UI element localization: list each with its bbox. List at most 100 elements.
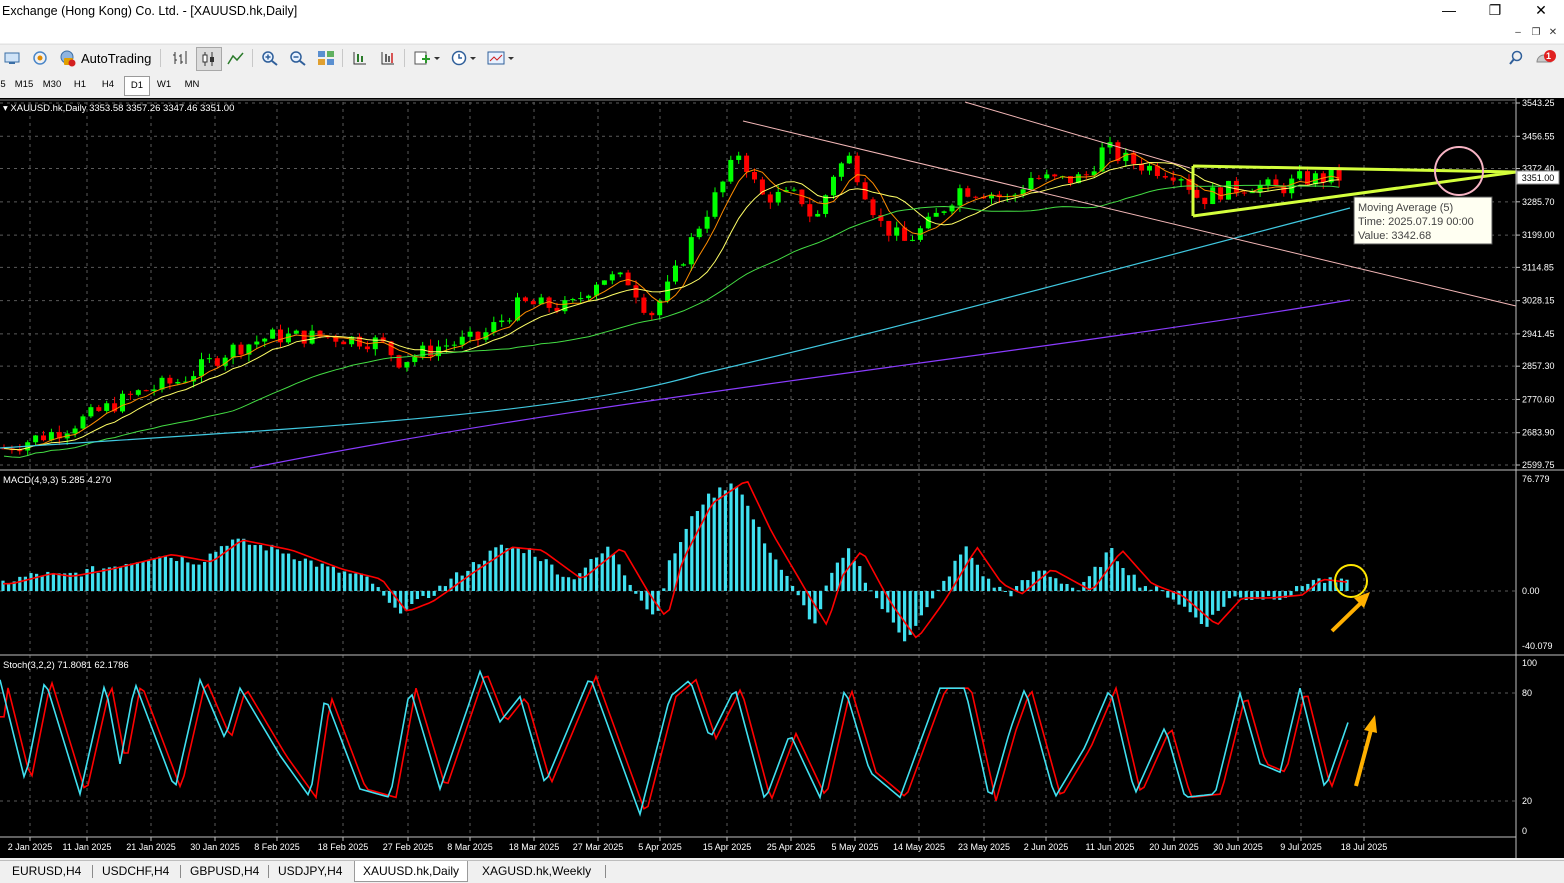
bull-candle	[191, 376, 197, 382]
bull-candle	[989, 194, 994, 199]
bull-candle	[1099, 147, 1105, 172]
periods-icon[interactable]	[448, 47, 480, 69]
candlestick-icon[interactable]	[196, 47, 222, 71]
macd-histogram-bar	[830, 572, 834, 591]
bear-candle	[878, 215, 884, 221]
price-tick-label: 3456.55	[1522, 131, 1555, 141]
macd-histogram-bar	[275, 549, 279, 591]
stoch-tick-label: 20	[1522, 796, 1532, 806]
chart-shift-icon[interactable]	[376, 47, 400, 69]
bear-candle	[1131, 152, 1137, 164]
mdi-restore-button[interactable]: ❐	[1531, 27, 1541, 38]
macd-histogram-bar	[673, 553, 677, 591]
ma100-line	[0, 207, 1351, 449]
tf-h4[interactable]: H4	[101, 79, 115, 90]
bull-candle	[783, 190, 789, 192]
bull-candle	[1075, 174, 1081, 184]
tf-mn[interactable]: MN	[184, 79, 200, 90]
bull-candle	[151, 389, 157, 392]
tab-eurusd-h4[interactable]: EURUSD,H4	[12, 864, 82, 878]
bear-candle	[428, 345, 434, 357]
tf-d1[interactable]: D1	[124, 76, 150, 96]
bull-candle	[491, 322, 497, 333]
autotrading-button[interactable]: AutoTrading	[56, 47, 156, 69]
bear-candle	[1115, 142, 1121, 162]
macd-histogram-bar	[936, 589, 940, 591]
macd-histogram-bar	[634, 591, 638, 594]
signal-icon[interactable]	[28, 47, 52, 69]
macd-histogram-bar	[1227, 591, 1231, 599]
tile-windows-icon[interactable]	[314, 47, 338, 69]
tab-gbpusd-h4[interactable]: GBPUSD,H4	[190, 864, 260, 878]
bull-candle	[1178, 179, 1184, 181]
tab-xagusd-weekly[interactable]: XAGUSD.hk,Weekly	[482, 864, 592, 878]
tab-usdchf-h4[interactable]: USDCHF,H4	[102, 864, 170, 878]
notifications-icon[interactable]: 1	[1532, 47, 1560, 69]
macd-histogram-bar	[656, 591, 660, 611]
mdi-minimize-button[interactable]: –	[1515, 27, 1521, 38]
macd-histogram-bar	[253, 545, 257, 591]
tf-m5[interactable]: 5	[0, 79, 6, 90]
date-tick-label: 11 Jun 2025	[1086, 842, 1135, 852]
window-title: Exchange (Hong Kong) Co. Ltd. - [XAUUSD.…	[2, 4, 298, 18]
macd-histogram-bar	[796, 591, 800, 596]
zoom-in-icon[interactable]	[258, 47, 282, 69]
price-tick-label: 3114.85	[1522, 262, 1554, 272]
bull-candle	[1210, 187, 1216, 205]
indicators-icon[interactable]	[410, 47, 444, 69]
tooltip-time: Time: 2025.07.19 00:00	[1358, 216, 1474, 228]
macd-histogram-bar	[12, 581, 16, 591]
bull-candle	[957, 188, 963, 206]
zoom-out-icon[interactable]	[286, 47, 310, 69]
macd-histogram-bar	[320, 563, 324, 591]
tf-m15[interactable]: M15	[14, 79, 34, 90]
macd-histogram-bar	[583, 567, 587, 591]
line-chart-icon[interactable]	[224, 47, 248, 69]
autoscroll-icon[interactable]	[348, 47, 372, 69]
date-tick-label: 20 Jun 2025	[1149, 842, 1199, 852]
bull-candle	[230, 344, 236, 358]
macd-histogram-bar	[236, 538, 240, 591]
macd-histogram-bar	[298, 560, 302, 591]
date-tick-label: 11 Jan 2025	[63, 842, 112, 852]
maximize-button[interactable]: ❐	[1488, 2, 1502, 18]
macd-histogram-bar	[998, 586, 1002, 591]
terminal-icon[interactable]	[0, 47, 24, 69]
bull-candle	[285, 333, 291, 343]
macd-histogram-bar	[74, 572, 78, 591]
bear-candle	[1273, 179, 1279, 186]
minimize-button[interactable]: —	[1442, 2, 1456, 18]
tab-xauusd-daily[interactable]: XAUUSD.hk,Daily	[354, 861, 469, 882]
search-icon[interactable]	[1506, 47, 1526, 69]
macd-histogram-bar	[847, 548, 851, 591]
bull-candle	[823, 195, 829, 214]
bull-candle	[601, 280, 607, 285]
channel-upper-line	[742, 120, 1517, 307]
bull-candle	[1147, 165, 1152, 171]
macd-histogram-bar	[1003, 591, 1007, 592]
price-chart[interactable]: 3543.25 3456.55 3372.40 3285.70 3199.00 3114.…	[0, 98, 1564, 858]
close-button[interactable]: ✕	[1535, 2, 1547, 18]
macd-histogram-bar	[925, 591, 929, 608]
mdi-close-button[interactable]: ✕	[1548, 27, 1558, 38]
macd-histogram-bar	[1015, 586, 1019, 591]
bull-candle	[609, 274, 615, 281]
chart-window[interactable]: 3543.25 3456.55 3372.40 3285.70 3199.00 3114.…	[0, 98, 1564, 858]
price-tick-label: 2941.45	[1522, 329, 1555, 339]
macd-histogram-bar	[186, 562, 190, 591]
bull-candle	[459, 336, 465, 345]
macd-histogram-bar	[746, 505, 750, 591]
macd-histogram-bar	[919, 591, 923, 616]
tab-usdjpy-h4[interactable]: USDJPY,H4	[278, 864, 343, 878]
templates-icon[interactable]	[484, 47, 518, 69]
tf-h1[interactable]: H1	[73, 79, 87, 90]
tf-m30[interactable]: M30	[42, 79, 62, 90]
macd-histogram-bar	[40, 575, 44, 591]
macd-histogram-bar	[35, 573, 39, 591]
bear-candle	[752, 171, 757, 180]
bar-chart-icon[interactable]	[168, 47, 192, 69]
macd-histogram-bar	[1026, 580, 1030, 591]
tf-w1[interactable]: W1	[156, 79, 172, 90]
macd-histogram-bar	[903, 591, 907, 642]
bull-candle	[846, 155, 852, 164]
